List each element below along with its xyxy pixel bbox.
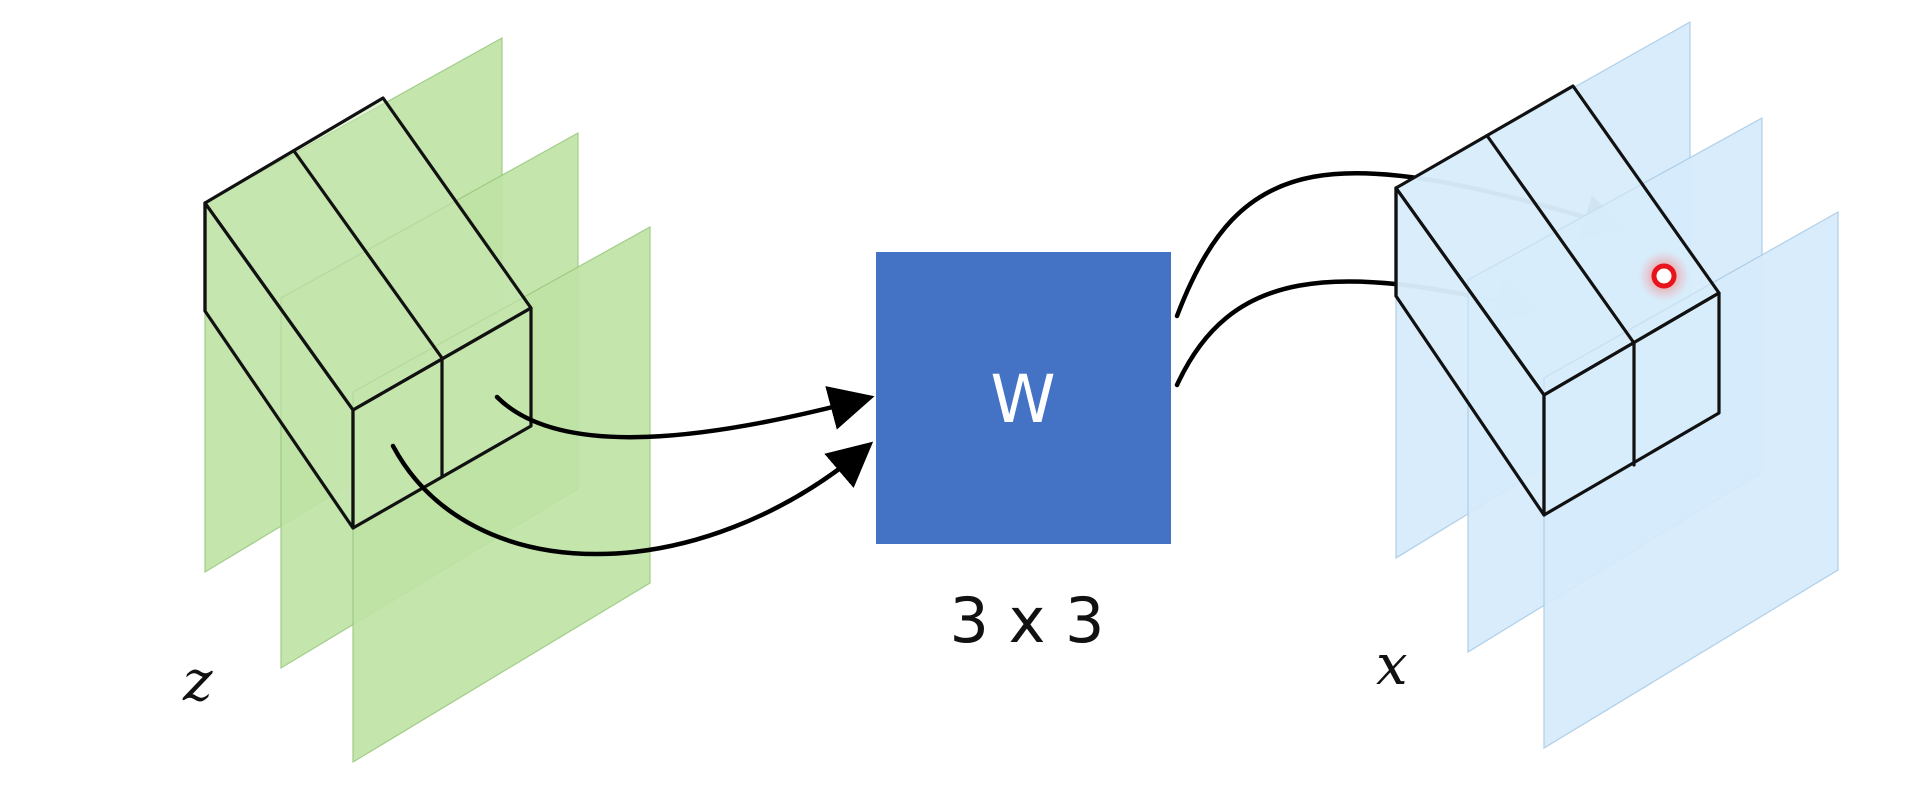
arrow-input-to-weight-upper <box>494 386 875 440</box>
output-receptive-cube <box>1394 84 1721 517</box>
kernel-size-label: 3 x 3 <box>950 584 1105 657</box>
output-position-marker <box>1638 250 1690 302</box>
input-symbol: z <box>182 649 213 714</box>
marker-ring <box>1651 263 1677 289</box>
input-cube-divider-top <box>292 149 444 360</box>
output-symbol: x <box>1376 633 1408 698</box>
input-receptive-cube <box>203 96 533 530</box>
output-cube-front-face <box>1542 291 1721 517</box>
weight-label: W <box>990 361 1055 438</box>
arrow-input-to-weight-lower <box>390 441 874 557</box>
weight-box <box>876 252 1171 544</box>
weight-kernel: W <box>876 252 1171 544</box>
output-cube-divider-top <box>1486 135 1636 345</box>
